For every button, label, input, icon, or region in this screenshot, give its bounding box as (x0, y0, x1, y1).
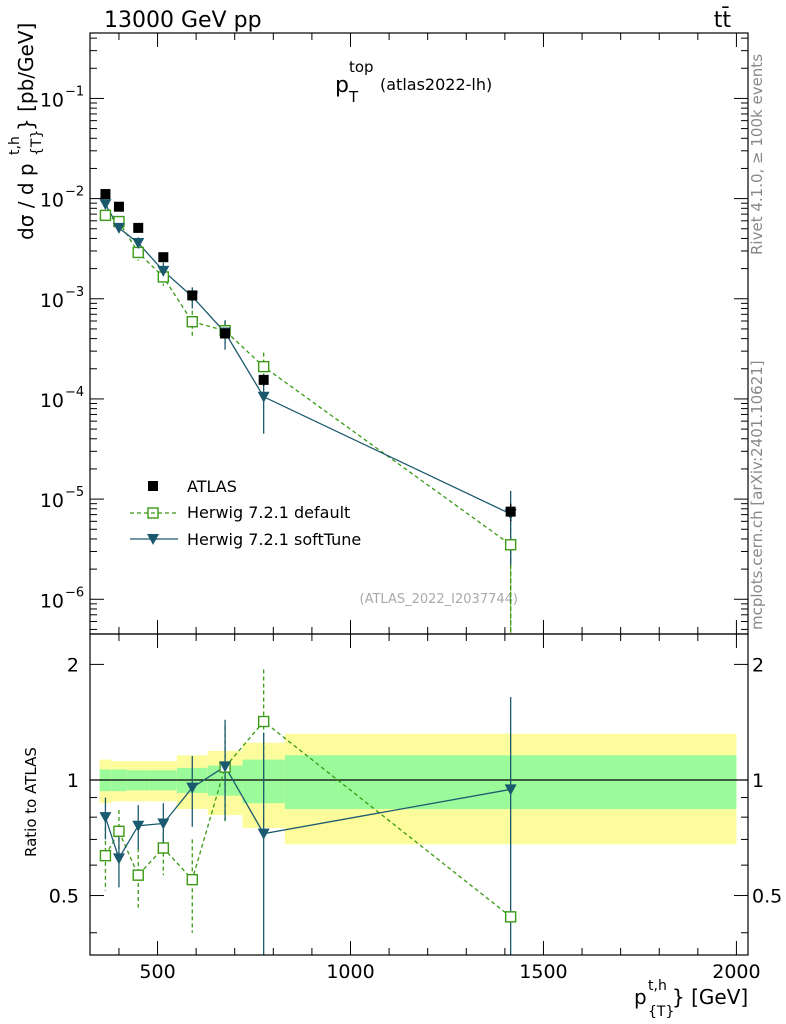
marker-atlas (258, 374, 269, 385)
marker-atlas (113, 201, 124, 212)
y-axis-title-top: dσ / d p t,h {T} } [pb/GeV] (7, 23, 45, 240)
ratio-marker-softtune (504, 784, 517, 796)
y-tick-label-bottom-right: 0.5 (752, 886, 782, 908)
ratio-marker-softtune (219, 761, 232, 773)
y-axis-title-bottom: Ratio to ATLAS (22, 747, 40, 857)
x-title-sup: t,h (648, 978, 667, 994)
series-line-softtune (104, 203, 511, 515)
legend-marker-default (147, 507, 159, 519)
marker-default (257, 360, 270, 373)
marker-atlas (505, 506, 516, 517)
ratio-marker-softtune (132, 820, 145, 832)
marker-default (186, 316, 198, 328)
y-tick-label-bottom-right: 1 (752, 770, 764, 792)
ratio-marker-softtune (112, 853, 125, 865)
marker-softtune (157, 265, 170, 277)
ratio-bands (90, 733, 748, 845)
plot-title: p top T (atlas2022-lh) (335, 58, 492, 106)
marker-softtune (257, 391, 270, 403)
ratio-marker-softtune (99, 812, 112, 824)
y-tick-label-top-exp: −5 (65, 485, 84, 500)
y-tick-label-top-base: 10 (40, 490, 64, 512)
analysis-watermark: (ATLAS_2022_I2037744) (360, 592, 518, 607)
title-main: p (335, 73, 349, 98)
y-tick-label-top-exp: −2 (65, 185, 84, 200)
y-tick-label-top-exp: −1 (65, 84, 84, 99)
legend-label-softtune: Herwig 7.2.1 softTune (187, 530, 361, 549)
y-tick-label-top-base: 10 (40, 590, 64, 612)
series-line-default (105, 214, 512, 546)
marker-atlas (220, 328, 231, 339)
ratio-line-softtune (104, 765, 511, 860)
legend-marker-atlas (148, 481, 158, 491)
marker-atlas (100, 189, 111, 200)
x-axis-title: p t,h {T} } [GeV] (634, 978, 748, 1020)
ratio-line-default (104, 720, 512, 918)
ratio-plot-marks (99, 669, 517, 955)
y-tick-label-top-base: 10 (40, 290, 64, 312)
mcplots-label: mcplots.cern.ch [arXiv:2401.10621] (748, 360, 766, 630)
legend-marker-softtune (147, 534, 159, 545)
ratio-marker-softtune (257, 828, 270, 840)
y-tick-label-bottom-left: 0.5 (49, 886, 79, 908)
y-tick-label-bottom-right: 2 (752, 654, 764, 676)
y-tick-label-bottom-left: 1 (67, 770, 79, 792)
x-tick-label: 2000 (712, 961, 760, 983)
x-tick-label: 1000 (326, 961, 374, 983)
y-tick-label-top-exp: −6 (65, 585, 84, 600)
title-sup: top (349, 58, 374, 76)
ratio-marker-softtune (186, 782, 199, 794)
ratio-marker-default (132, 869, 144, 881)
ratio-marker-default (157, 842, 170, 854)
legend-label-atlas: ATLAS (187, 477, 237, 496)
marker-atlas (158, 252, 169, 263)
y-tick-label-bottom-left: 2 (67, 654, 79, 676)
x-title-unit: } [GeV] (672, 985, 748, 1009)
ratio-marker-default (113, 825, 125, 837)
title-sub: T (348, 88, 359, 106)
ratio-frame (89, 633, 749, 956)
ratio-marker-default (504, 911, 517, 923)
marker-softtune (99, 199, 112, 211)
marker-softtune (112, 222, 125, 234)
x-tick-label: 500 (139, 961, 175, 983)
y-tick-label-top-base: 10 (40, 89, 64, 111)
rivet-label: Rivet 4.1.0, ≥ 100k events (748, 54, 766, 255)
title-tag: (atlas2022-lh) (380, 75, 492, 94)
y-title-top-sub: {T} (29, 130, 45, 156)
x-title-sub: {T} (648, 1004, 674, 1020)
marker-default (99, 209, 112, 222)
legend: ATLAS Herwig 7.2.1 default Herwig 7.2.1 … (130, 477, 361, 549)
energy-label: 13000 GeV pp (104, 8, 262, 33)
ratio-marker-softtune (157, 818, 170, 830)
y-tick-label-top-exp: −4 (65, 385, 84, 400)
ratio-marker-default (99, 849, 112, 862)
marker-default (504, 539, 517, 551)
y-tick-label-top-base: 10 (40, 190, 64, 212)
y-tick-label-top-base: 10 (40, 390, 64, 412)
y-tick-label-top-exp: −3 (65, 285, 84, 300)
y-title-top-a: dσ / d p (14, 163, 38, 240)
y-title-top-b: } [pb/GeV] (14, 23, 38, 131)
marker-atlas (187, 290, 198, 301)
main-plot-marks (99, 189, 517, 634)
process-label: tt̄ (714, 7, 732, 33)
marker-atlas (133, 222, 144, 233)
y-title-top-sup: t,h (7, 136, 23, 155)
ratio-marker-default (186, 873, 198, 886)
legend-label-default: Herwig 7.2.1 default (187, 503, 350, 522)
x-title-p: p (634, 985, 647, 1009)
x-tick-label: 1500 (519, 961, 567, 983)
ratio-marker-default (257, 715, 270, 728)
marker-softtune (132, 238, 145, 250)
